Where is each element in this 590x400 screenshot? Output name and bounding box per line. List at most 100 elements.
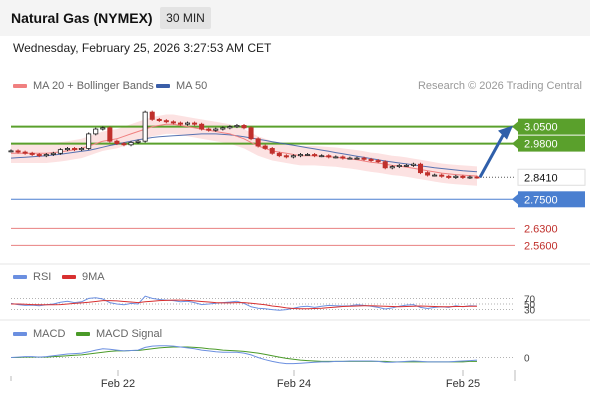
candle-body [474, 176, 480, 179]
candle-body [220, 127, 226, 130]
candle-body [305, 154, 311, 156]
candle-body [15, 150, 21, 153]
candle-body [297, 154, 304, 157]
candle-body [156, 118, 162, 121]
candle-body [114, 140, 120, 144]
candle-body [389, 166, 395, 169]
rsi-ma-line [11, 299, 477, 310]
candle-body [290, 155, 296, 158]
candle-body [241, 125, 247, 129]
x-tick-label: Feb 22 [101, 378, 135, 390]
macd-level-label: 0 [524, 354, 530, 365]
candle-body [177, 122, 183, 125]
candle-body [326, 155, 332, 158]
candle-body [29, 152, 35, 155]
legend-ma50: MA 50 [156, 80, 207, 92]
candle-body [64, 148, 71, 151]
rsi-ma-swatch [62, 275, 76, 279]
level-tag-2.7500 [518, 191, 585, 208]
candle-body [347, 157, 353, 160]
candle-body [453, 175, 459, 178]
candle-body [192, 122, 198, 125]
ma20-swatch [13, 84, 27, 88]
instrument-title: Natural Gas (NYMEX) [11, 10, 153, 26]
macd-line [10, 345, 478, 365]
ma50-swatch [156, 84, 170, 88]
forecast-arrow-head [498, 125, 513, 140]
candle-body [432, 174, 438, 177]
candle-body [142, 111, 148, 142]
candle-body [410, 163, 416, 166]
candle-body [446, 175, 452, 178]
candle-body [439, 174, 445, 177]
legend-macd: MACD [13, 328, 65, 340]
header-bar: Natural Gas (NYMEX) 30 MIN [0, 0, 590, 36]
candle-body [184, 122, 191, 125]
level-label-3.0500: 3.0500 [524, 122, 558, 134]
candle-body [467, 176, 473, 179]
candle-body [255, 138, 261, 147]
candle-body [128, 141, 134, 146]
level-tag-3.0500 [518, 118, 585, 135]
candle-body [107, 127, 113, 142]
candle-body [319, 155, 325, 158]
legend-ma20: MA 20 + Bollinger Bands [13, 80, 154, 92]
level-tag-pointer [512, 138, 518, 149]
level-label-2.6300: 2.6300 [524, 223, 558, 235]
candle-body [170, 121, 176, 124]
candle-body [199, 123, 205, 130]
candle-body [79, 148, 85, 151]
candle-body [163, 120, 169, 123]
timestamp: Wednesday, February 25, 2026 3:27:53 AM … [13, 41, 272, 55]
candle-body [396, 164, 402, 168]
candle-body [276, 152, 282, 157]
candle-body [425, 172, 431, 176]
rsi-swatch [13, 275, 27, 279]
candle-body [57, 149, 63, 154]
level-label-2.5600: 2.5600 [524, 240, 558, 252]
candle-body [382, 161, 388, 169]
candle-body [43, 154, 49, 157]
candle-body [86, 133, 92, 149]
candle-body [361, 157, 367, 160]
ma20-label: MA 20 + Bollinger Bands [33, 80, 154, 92]
level-label-2.9800: 2.9800 [524, 139, 558, 151]
candle-body [22, 151, 28, 154]
candle-body [135, 140, 141, 143]
level-tag-pointer [512, 121, 518, 132]
candle-body [417, 163, 424, 174]
rsi-level-label: 70 [524, 294, 536, 305]
candle-body [340, 156, 346, 159]
ma50-line [10, 133, 478, 173]
candle-body [121, 143, 127, 146]
candle-body [50, 152, 56, 155]
candle-body [368, 158, 374, 161]
candle-body [312, 154, 318, 157]
macd-signal-label: MACD Signal [96, 328, 163, 340]
candle-body [149, 111, 155, 120]
level-tag-pointer [512, 194, 518, 205]
candle-body [93, 128, 99, 135]
candle-body [100, 127, 106, 130]
legend-rsi: RSI [13, 271, 51, 283]
rsi-level-label: 50 [524, 300, 536, 311]
x-tick-label: Feb 24 [277, 378, 311, 390]
candle-body [354, 157, 360, 160]
candle-body [460, 175, 466, 178]
candle-body [8, 150, 14, 153]
current-price-label: 2.8410 [524, 172, 558, 184]
candle-body [283, 155, 289, 158]
candle-body [206, 128, 212, 131]
credit-text: Research © 2026 Trading Central [417, 80, 582, 92]
candle-body [262, 145, 268, 149]
candle-body [36, 154, 42, 157]
rsi-ma-label: 9MA [82, 271, 105, 283]
candle-body [234, 125, 240, 128]
macd-label: MACD [33, 328, 66, 340]
level-tag-2.9800 [518, 135, 585, 152]
timeframe-button[interactable]: 30 MIN [160, 7, 211, 29]
level-label-2.7500: 2.7500 [524, 194, 558, 206]
forecast-arrow [478, 132, 506, 178]
macd-swatch [13, 332, 27, 336]
